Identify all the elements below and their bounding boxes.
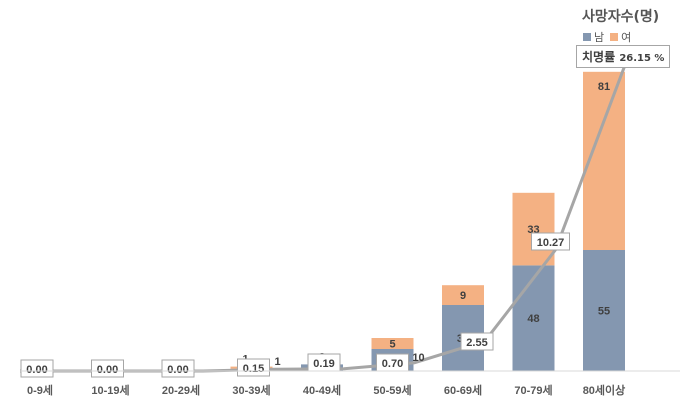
data-label-male: 55 [598, 306, 610, 318]
cfr-label: 0.00 [167, 364, 188, 376]
cfr-label-box [20, 359, 54, 378]
legend-swatch-male [583, 33, 591, 41]
legend-label-female: 여 [621, 31, 632, 44]
cfr-callout: 치명률 26.15 % [576, 45, 671, 68]
x-tick-label: 40-49세 [303, 383, 341, 397]
x-tick-label: 30-39세 [232, 383, 270, 397]
x-tick-label: 80세이상 [583, 383, 626, 397]
bar-male [583, 250, 625, 371]
data-label-male: 10 [412, 352, 424, 364]
legend-title: 사망자수(명) [582, 9, 660, 25]
data-label-male: 1 [274, 356, 280, 368]
legend-label-male: 남 [594, 31, 605, 44]
cfr-label-box [460, 332, 494, 351]
cfr-label-box [237, 358, 270, 377]
bar-male [512, 265, 555, 371]
cfr-label: 0.00 [26, 364, 47, 376]
cfr-label: 10.27 [537, 237, 565, 249]
bar-layer [230, 71, 625, 371]
cfr-label: 0.70 [382, 358, 403, 370]
bar-female [442, 285, 484, 305]
cfr-label-box [91, 359, 124, 378]
data-label-female: 81 [598, 81, 610, 93]
legend-item-male: 남 [583, 29, 604, 45]
cfr-value: 26.15 % [619, 53, 665, 64]
x-tick-label: 0-9세 [27, 383, 53, 397]
cfr-label: 0.00 [97, 364, 118, 376]
cfr-label: 0.19 [313, 358, 334, 370]
x-axis: 0-9세 10-19세 20-29세 30-39세 40-49세 50-59세 60-69세… [20, 370, 680, 397]
legend: 남 여 [583, 29, 637, 45]
x-tick-label: 50-59세 [373, 383, 411, 397]
cfr-label: 2.55 [466, 337, 487, 349]
cfr-label-box [531, 232, 570, 251]
data-label-female: 9 [460, 290, 466, 302]
legend-swatch-female [610, 33, 619, 41]
cfr-label-box [161, 359, 195, 378]
x-tick-label: 60-69세 [444, 383, 482, 397]
x-tick-label: 10-19세 [91, 383, 129, 397]
data-label-male: 48 [527, 313, 539, 325]
data-label-female: 5 [389, 339, 395, 351]
cfr-label: 0.15 [243, 363, 264, 375]
x-tick-label: 20-29세 [162, 383, 200, 397]
bar-female [512, 192, 555, 266]
x-tick-label: 70-79세 [514, 383, 552, 397]
cfr-name: 치명률 [582, 50, 616, 64]
legend-item-female: 여 [610, 29, 631, 45]
data-label-layer: 113105309483355810.000.000.000.150.190.7… [20, 81, 610, 378]
bar-female [371, 338, 414, 349]
